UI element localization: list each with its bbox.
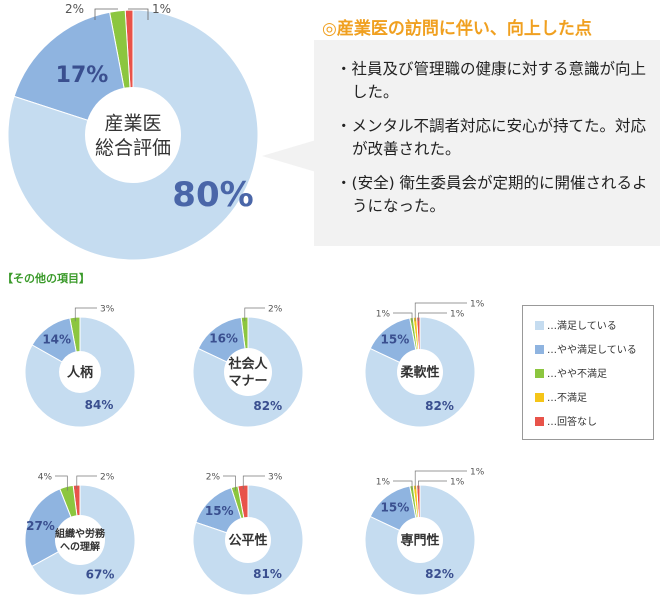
- leader-line: [393, 312, 413, 322]
- callout-pointer: [262, 140, 316, 172]
- value-label: 14%: [42, 332, 71, 346]
- value-label: 1%: [450, 478, 465, 488]
- point-item: (安全) 衛生委員会が定期的に開催されるようになった。: [336, 172, 652, 218]
- donut-hole: [59, 351, 101, 393]
- leader-line: [76, 475, 97, 490]
- value-label: 15%: [381, 501, 410, 515]
- legend-item: …不満足: [535, 389, 587, 404]
- value-label: 1%: [470, 468, 485, 478]
- leader-line: [55, 475, 68, 491]
- legend-label: …やや満足している: [547, 345, 637, 356]
- leader-line: [414, 470, 467, 490]
- value-label: 82%: [425, 399, 454, 413]
- chart-title: 公平性: [228, 533, 267, 549]
- value-label: 3%: [100, 305, 115, 315]
- chart-title: マナー: [228, 374, 267, 389]
- legend-item: …やや満足している: [535, 341, 637, 356]
- value-label: 17%: [56, 63, 109, 88]
- legend-label: …やや不満足: [547, 369, 607, 380]
- leader-line: [128, 8, 149, 20]
- value-label: 80%: [172, 175, 253, 215]
- legend: …満足している …やや満足している …やや不満足 …不満足 …回答なし: [522, 305, 654, 440]
- leader-line: [418, 312, 447, 322]
- chart-title: 人柄: [67, 365, 93, 381]
- legend-item: …回答なし: [535, 413, 597, 428]
- sub-title: 【その他の項目】: [2, 272, 90, 285]
- value-label: 82%: [425, 567, 454, 581]
- value-label: 15%: [381, 333, 410, 347]
- donut-hole: [397, 349, 443, 395]
- value-label: 3%: [268, 473, 283, 483]
- legend-item: …やや不満足: [535, 365, 607, 380]
- leader-line: [393, 480, 413, 490]
- value-label: 67%: [86, 568, 115, 582]
- leader-line: [94, 8, 118, 20]
- legend-swatch: [535, 369, 544, 378]
- value-label: 1%: [470, 300, 485, 310]
- leader-line: [418, 480, 447, 490]
- legend-swatch: [535, 345, 544, 354]
- chart-title: への理解: [60, 540, 100, 553]
- donut-hole: [225, 517, 271, 563]
- chart-title: 組織や労務: [55, 527, 106, 540]
- pie-slice: [7, 9, 259, 261]
- value-label: 2%: [65, 2, 84, 16]
- donut-hole: [55, 515, 105, 565]
- chart-title: 専門性: [400, 533, 439, 549]
- value-label: 1%: [376, 310, 391, 320]
- legend-item: …満足している: [535, 317, 617, 332]
- legend-label: …不満足: [547, 393, 587, 404]
- leader-line: [74, 307, 97, 322]
- legend-label: …満足している: [547, 321, 617, 332]
- value-label: 1%: [152, 2, 171, 16]
- value-label: 82%: [253, 399, 282, 413]
- leader-line: [223, 475, 236, 491]
- chart-title: 社会人: [227, 356, 268, 372]
- leader-line: [414, 302, 467, 322]
- legend-swatch: [535, 321, 544, 330]
- value-label: 15%: [205, 504, 234, 518]
- donut-hole: [224, 348, 272, 396]
- point-item: メンタル不調者対応に安心が持てた。対応が改善された。: [336, 115, 652, 161]
- chart-title: 柔軟性: [399, 365, 439, 381]
- value-label: 2%: [268, 305, 283, 315]
- donut-hole: [397, 517, 443, 563]
- value-label: 2%: [206, 473, 221, 483]
- value-label: 81%: [253, 567, 282, 581]
- donut-hole: [85, 87, 181, 183]
- legend-label: …回答なし: [547, 417, 597, 428]
- value-label: 2%: [100, 473, 115, 483]
- value-label: 1%: [376, 478, 391, 488]
- value-label: 27%: [26, 519, 55, 533]
- legend-swatch: [535, 393, 544, 402]
- point-item: 社員及び管理職の健康に対する意識が向上した。: [336, 58, 652, 104]
- value-label: 84%: [85, 398, 114, 412]
- leader-line: [242, 475, 265, 490]
- value-label: 4%: [38, 473, 53, 483]
- value-label: 16%: [209, 331, 238, 345]
- improvement-box: 社員及び管理職の健康に対する意識が向上した。 メンタル不調者対応に安心が持てた。…: [314, 40, 660, 246]
- chart-title: 総合評価: [95, 137, 171, 159]
- value-label: 1%: [450, 310, 465, 320]
- heading: ◎産業医の訪問に伴い、向上した点: [322, 19, 592, 39]
- chart-title: 産業医: [104, 112, 161, 134]
- legend-swatch: [535, 417, 544, 426]
- leader-line: [244, 307, 265, 322]
